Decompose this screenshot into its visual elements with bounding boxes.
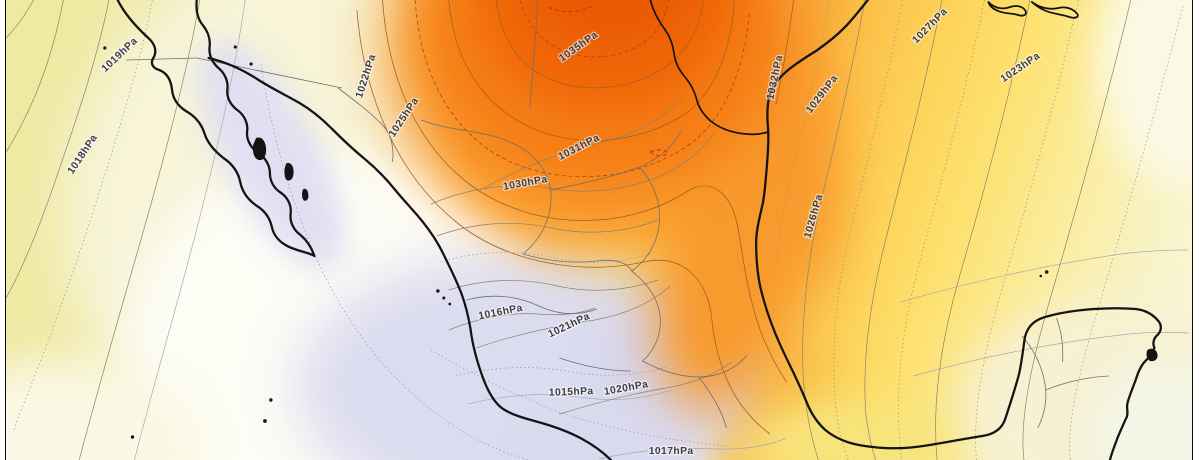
- rio-grande-river: [649, 0, 769, 136]
- coastline-gulf-of-mexico: [755, 0, 1007, 450]
- isobar-label: 1026hPa: [803, 193, 826, 240]
- coastline-mainland-pacific: [207, 56, 612, 460]
- islet: [233, 45, 237, 49]
- coastline-yucatan: [1004, 307, 1162, 460]
- coastline-texas-bay-1: [987, 1, 1027, 17]
- islet: [103, 46, 107, 50]
- isobar-label: 1031hPa: [557, 133, 602, 163]
- isobar-label: 1018hPa: [66, 133, 100, 177]
- islet: [263, 419, 267, 423]
- island-tiburon: [252, 137, 267, 161]
- islet: [130, 435, 135, 439]
- isobar-label: 1015hPa: [549, 386, 594, 399]
- isobar-label: 1035hPa: [557, 29, 600, 64]
- islet: [1044, 270, 1049, 274]
- map-frame: 1019hPa 1018hPa 1022hPa 1025hPa 1035hPa …: [5, 0, 1193, 460]
- isobar-label: 1019hPa: [100, 36, 140, 75]
- isobar-label: 1016hPa: [478, 303, 524, 323]
- isobar-label: 1030hPa: [502, 174, 548, 193]
- islet: [90, 138, 94, 142]
- isobar-contours: [6, 0, 1189, 460]
- coastline-texas-bay-2: [1031, 1, 1079, 19]
- isobar-label: 1017hPa: [649, 446, 694, 457]
- map-linework: 1019hPa 1018hPa 1022hPa 1025hPa 1035hPa …: [6, 0, 1189, 460]
- isobar-label: 1020hPa: [603, 379, 649, 398]
- isobar-labels: 1019hPa 1018hPa 1022hPa 1025hPa 1035hPa …: [65, 5, 1044, 458]
- islet-islas-marias: [436, 289, 440, 293]
- coastline-baja-california: [116, 0, 316, 258]
- state-borders: [126, 0, 1109, 429]
- islet: [1039, 274, 1043, 278]
- coastlines: [116, 0, 1162, 460]
- isobar-label: 1021hPa: [547, 311, 592, 340]
- isobar-label: 1027hPa: [911, 6, 950, 46]
- isobar-label: 1029hPa: [804, 73, 840, 116]
- isobar-label: 1022hPa: [354, 53, 378, 100]
- islet: [249, 62, 253, 66]
- isobar-label: 1025hPa: [387, 96, 421, 140]
- isobar-label: 1032hPa: [765, 54, 785, 101]
- island-cozumel: [1146, 348, 1158, 362]
- island: [302, 188, 309, 201]
- isobar-label: 1023hPa: [999, 51, 1042, 86]
- islet-islas-marias: [448, 302, 452, 306]
- islands: [90, 45, 1158, 439]
- islet: [269, 398, 273, 402]
- shade-yellow-south: [746, 400, 956, 460]
- island: [284, 162, 294, 181]
- islet-islas-marias: [442, 296, 446, 300]
